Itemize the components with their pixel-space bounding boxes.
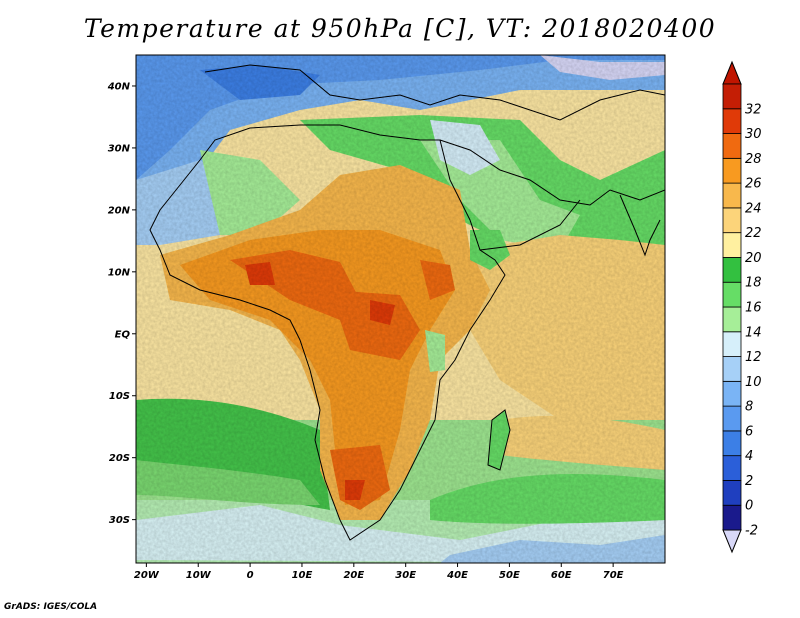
- lon-tick-label: 10W: [186, 570, 212, 581]
- colorbar-label: 18: [745, 276, 762, 291]
- lon-tick-label: 70E: [603, 570, 624, 581]
- lon-tick-label: 50E: [499, 570, 520, 581]
- colorbar-label: 14: [745, 325, 762, 340]
- colorbar-label: 16: [745, 301, 762, 316]
- colorbar-swatch: [722, 480, 742, 506]
- lat-tick-label: 10N: [108, 267, 131, 278]
- colorbar-swatch: [722, 455, 742, 481]
- lon-tick-label: 20E: [343, 570, 364, 581]
- colorbar-label: 0: [745, 499, 753, 514]
- colorbar-swatch: [722, 83, 742, 110]
- colorbar-label: 32: [745, 102, 762, 117]
- lat-tick-label: EQ: [115, 329, 131, 340]
- lon-tick-label: 10E: [292, 570, 313, 581]
- colorbar-swatch: [722, 356, 742, 382]
- lon-tick-label: 20W: [134, 570, 160, 581]
- latitude-axis: 40N 30N 20N 10N EQ 10S 20S 30S: [107, 81, 136, 526]
- lat-tick-label: 20S: [109, 453, 130, 464]
- colorbar-swatch: [722, 504, 742, 531]
- colorbar-swatch: [722, 108, 742, 134]
- lat-tick-label: 10S: [109, 391, 130, 402]
- colorbar-swatch: [722, 182, 742, 209]
- lat-tick-label: 40N: [107, 81, 131, 92]
- lat-tick-label: 20N: [108, 205, 131, 216]
- lat-tick-label: 30S: [109, 515, 130, 526]
- colorbar-label: 24: [745, 201, 762, 216]
- temperature-field: [136, 55, 665, 563]
- colorbar-label: 26: [745, 177, 762, 192]
- colorbar-label: 10: [745, 375, 762, 390]
- colorbar-label: 28: [745, 152, 762, 167]
- map-title: Temperature at 950hPa [C], VT: 201802040…: [83, 14, 717, 43]
- colorbar-high-arrow: [722, 60, 742, 85]
- colorbar-swatch: [722, 405, 742, 432]
- grads-credit: GrADS: IGES/COLA: [4, 602, 98, 612]
- colorbar-label: 12: [745, 350, 762, 365]
- colorbar-label: 4: [745, 449, 753, 464]
- colorbar-swatch: [722, 380, 742, 407]
- colorbar-swatch: [722, 133, 742, 159]
- colorbar-label: 6: [745, 424, 753, 439]
- lon-tick-label: 40E: [446, 570, 468, 581]
- colorbar-label: 8: [745, 400, 753, 415]
- lon-tick-label: 30E: [395, 570, 416, 581]
- colorbar-swatch: [722, 430, 742, 457]
- lat-tick-label: 30N: [108, 143, 131, 154]
- colorbar-swatch: [722, 232, 742, 258]
- map-frame: [135, 54, 666, 564]
- colorbar-label: 30: [745, 127, 762, 142]
- colorbar-low-arrow: [722, 529, 742, 554]
- colorbar-swatch: [722, 281, 742, 308]
- colorbar-label: 20: [745, 251, 762, 266]
- longitude-axis: 20W 10W 0 10E 20E 30E 40E 50E 60E 70E: [134, 563, 624, 581]
- colorbar-label: 2: [745, 474, 753, 489]
- colorbar-swatch: [722, 257, 742, 283]
- colorbar-swatch: [722, 157, 742, 184]
- lon-tick-label: 60E: [551, 570, 572, 581]
- colorbar-label: 22: [745, 226, 762, 241]
- colorbar-swatch: [722, 306, 742, 333]
- coastlines: [149, 64, 665, 541]
- colorbar-swatch: [722, 331, 742, 357]
- colorbar-swatch: [722, 207, 742, 234]
- lon-tick-label: 0: [247, 570, 254, 581]
- colorbar-label: -2: [745, 524, 758, 539]
